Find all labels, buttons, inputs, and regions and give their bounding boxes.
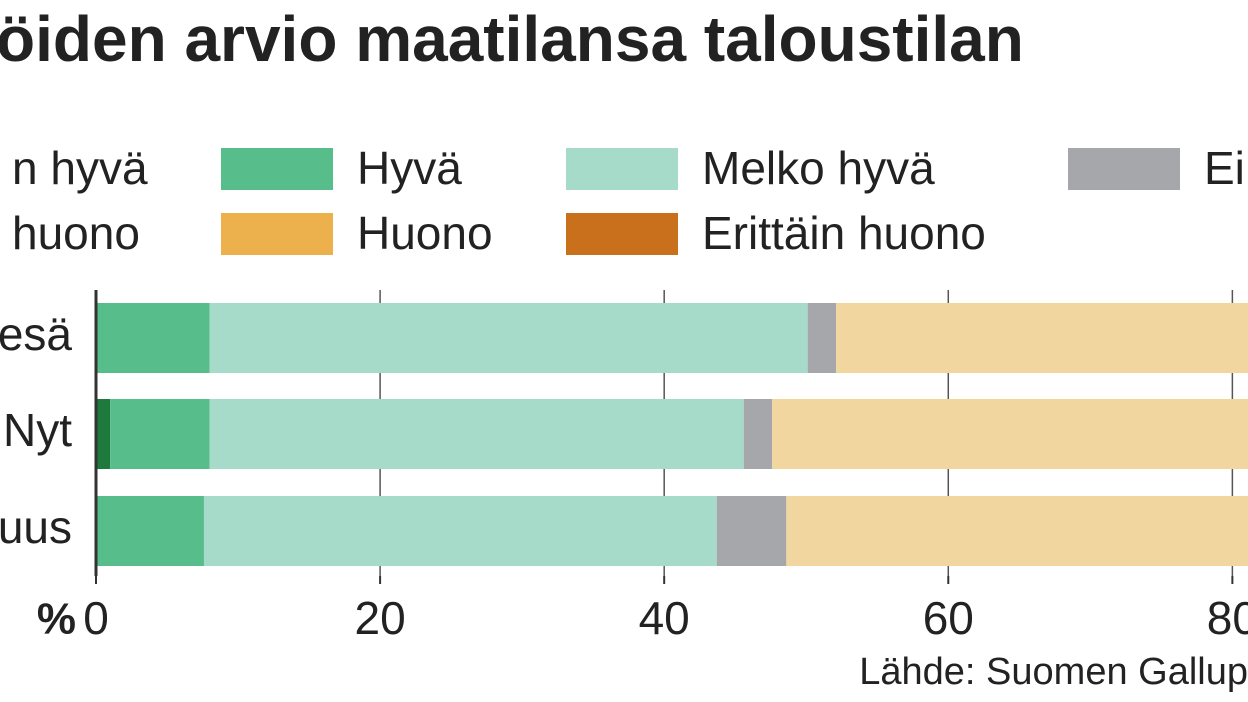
bar-segment <box>743 399 773 469</box>
x-axis-label: % <box>37 595 76 644</box>
legend-label: Erittäin huono <box>702 207 986 259</box>
bar-segment <box>203 496 717 566</box>
bar-segment <box>96 496 204 566</box>
legend-label: huono <box>12 207 140 259</box>
legend: n hyvä Hyvä Melko hyvä Ei huono Huono Erittäin… <box>12 142 1245 259</box>
legend-swatch <box>1068 148 1180 190</box>
bar-segment <box>110 399 210 469</box>
x-tick-label: 20 <box>355 592 406 644</box>
bar-segment <box>716 496 787 566</box>
bar-segment <box>807 303 837 373</box>
bars <box>96 303 1248 566</box>
y-tick-label: uus <box>0 501 72 553</box>
x-tick-label: 0 <box>83 592 109 644</box>
bar-segment <box>786 496 1248 566</box>
legend-swatch <box>221 148 333 190</box>
legend-label: n hyvä <box>12 142 148 194</box>
legend-label: Huono <box>357 207 493 259</box>
chart-title: öiden arvio maatilansa taloustilan <box>0 3 1024 75</box>
bar-segment <box>209 303 808 373</box>
bar-segment <box>836 303 1248 373</box>
bar-segment <box>209 399 744 469</box>
bar-segment <box>96 399 111 469</box>
bar-segment <box>772 399 1248 469</box>
x-tick-label: 60 <box>923 592 974 644</box>
bar-segment <box>96 303 210 373</box>
legend-swatch <box>221 213 333 255</box>
x-tick-label: 40 <box>639 592 690 644</box>
legend-label: Melko hyvä <box>702 142 935 194</box>
legend-label: Hyvä <box>357 142 462 194</box>
legend-swatch <box>566 148 678 190</box>
legend-label: Ei <box>1204 142 1245 194</box>
y-tick-label: esä <box>0 308 72 360</box>
y-tick-label: Nyt <box>3 404 72 456</box>
source: Lähde: Suomen Gallup <box>859 651 1248 693</box>
x-tick-label: 80 <box>1207 592 1248 644</box>
legend-swatch <box>566 213 678 255</box>
